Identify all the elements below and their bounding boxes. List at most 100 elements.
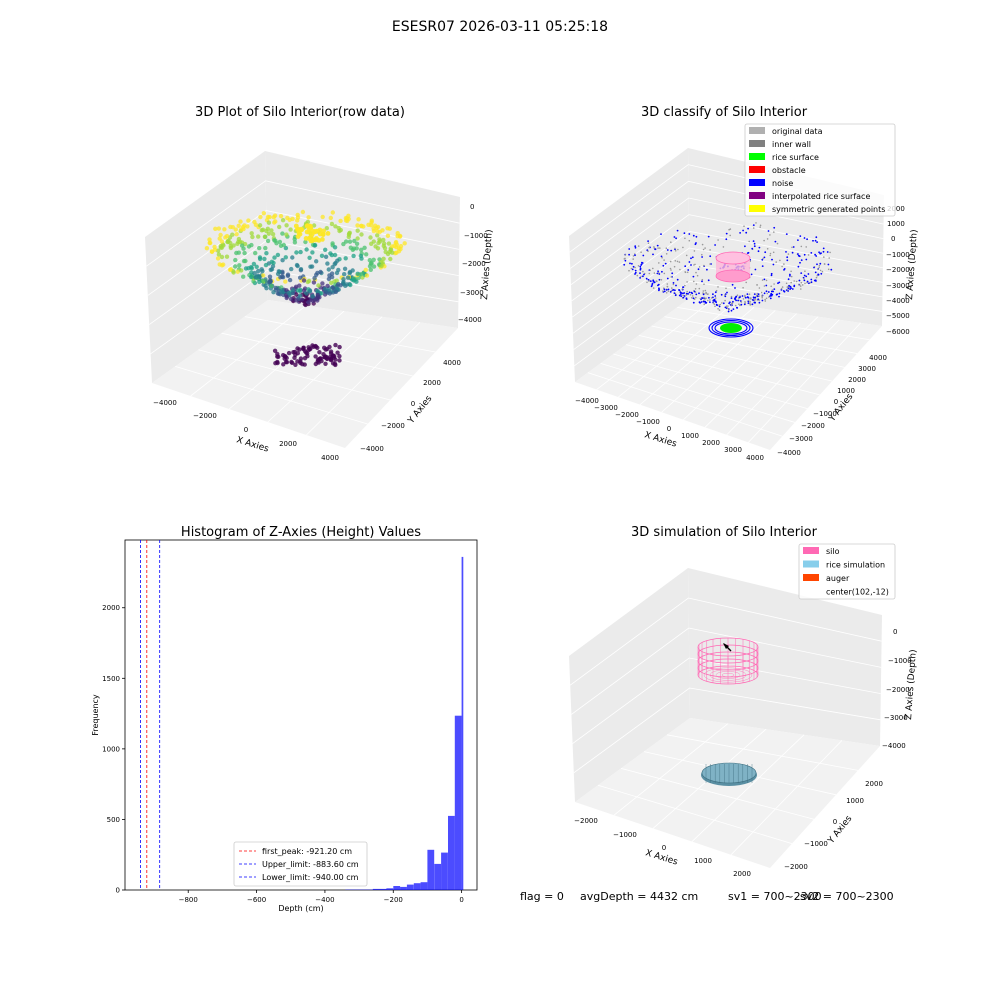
point <box>741 295 744 297</box>
grid-line <box>571 627 882 715</box>
point <box>808 282 810 285</box>
point <box>761 296 763 299</box>
point <box>267 274 273 279</box>
point <box>693 280 695 283</box>
point <box>663 272 666 275</box>
grid-line <box>597 784 793 844</box>
point <box>641 261 643 264</box>
p1-xtick: −4000 <box>153 399 177 407</box>
point <box>698 287 701 290</box>
point <box>725 232 728 235</box>
point <box>778 292 781 295</box>
point <box>281 353 286 358</box>
point <box>707 235 710 238</box>
point <box>678 261 681 263</box>
point <box>379 263 384 268</box>
point <box>665 292 668 294</box>
grid-line <box>600 362 796 423</box>
point <box>714 305 716 308</box>
point <box>708 296 710 299</box>
point <box>304 291 309 296</box>
silo-floor-ring <box>703 667 753 683</box>
point <box>369 218 374 223</box>
point <box>346 213 351 218</box>
point <box>345 275 351 280</box>
point <box>764 298 766 301</box>
point <box>718 309 721 311</box>
point <box>263 262 269 268</box>
point <box>822 250 825 253</box>
point <box>358 272 364 277</box>
point <box>634 269 637 272</box>
point <box>819 269 822 272</box>
point <box>665 289 668 291</box>
point <box>714 295 717 297</box>
point <box>298 360 303 366</box>
point <box>372 223 378 228</box>
point <box>359 256 364 261</box>
point <box>675 284 677 287</box>
point <box>666 285 669 288</box>
point <box>335 283 340 288</box>
point <box>270 232 276 237</box>
grid-line <box>150 269 459 355</box>
point <box>640 263 643 266</box>
point <box>636 274 639 277</box>
p4-xtick: −1000 <box>613 831 637 839</box>
y-tick-label: 1000 <box>102 745 120 753</box>
point <box>690 264 692 266</box>
p4-ztick: −1000 <box>888 657 912 665</box>
p1-xtick: −2000 <box>193 412 217 420</box>
point <box>691 256 694 259</box>
point <box>284 232 289 237</box>
point <box>368 223 374 228</box>
p1-ytick: 4000 <box>443 359 461 367</box>
point <box>642 254 645 257</box>
point <box>817 268 819 271</box>
point <box>265 238 271 244</box>
panel2-title: 3D classify of Silo Interior <box>641 105 808 120</box>
point <box>813 279 816 282</box>
point <box>816 241 818 244</box>
point <box>632 258 634 260</box>
point <box>649 269 651 272</box>
point <box>803 237 806 239</box>
point <box>387 226 392 231</box>
point <box>823 263 826 265</box>
point <box>792 246 795 248</box>
point <box>744 294 746 297</box>
point <box>318 269 323 275</box>
point <box>645 277 648 280</box>
point <box>736 307 739 309</box>
point <box>303 239 308 245</box>
point <box>294 262 300 268</box>
point <box>799 235 802 238</box>
point <box>642 270 644 273</box>
p4-xtick: −2000 <box>574 817 598 825</box>
point <box>787 253 790 255</box>
point <box>639 265 642 268</box>
legend-swatch <box>749 179 765 186</box>
point <box>310 298 316 304</box>
point <box>695 296 697 299</box>
point <box>692 234 695 237</box>
legend-swatch <box>749 153 765 160</box>
point <box>355 223 360 228</box>
point <box>725 238 728 241</box>
histogram-bar <box>406 884 414 890</box>
point <box>739 304 741 307</box>
point <box>252 219 257 225</box>
point <box>314 259 319 264</box>
point <box>314 228 320 234</box>
point <box>263 283 268 288</box>
point <box>327 291 332 296</box>
point <box>702 292 704 294</box>
panel2-xlabel: X Axies <box>643 430 678 449</box>
point <box>753 245 756 248</box>
point <box>314 236 319 241</box>
point <box>682 294 684 297</box>
point <box>717 286 719 288</box>
point <box>341 277 346 282</box>
point <box>333 289 339 294</box>
point <box>671 287 673 289</box>
